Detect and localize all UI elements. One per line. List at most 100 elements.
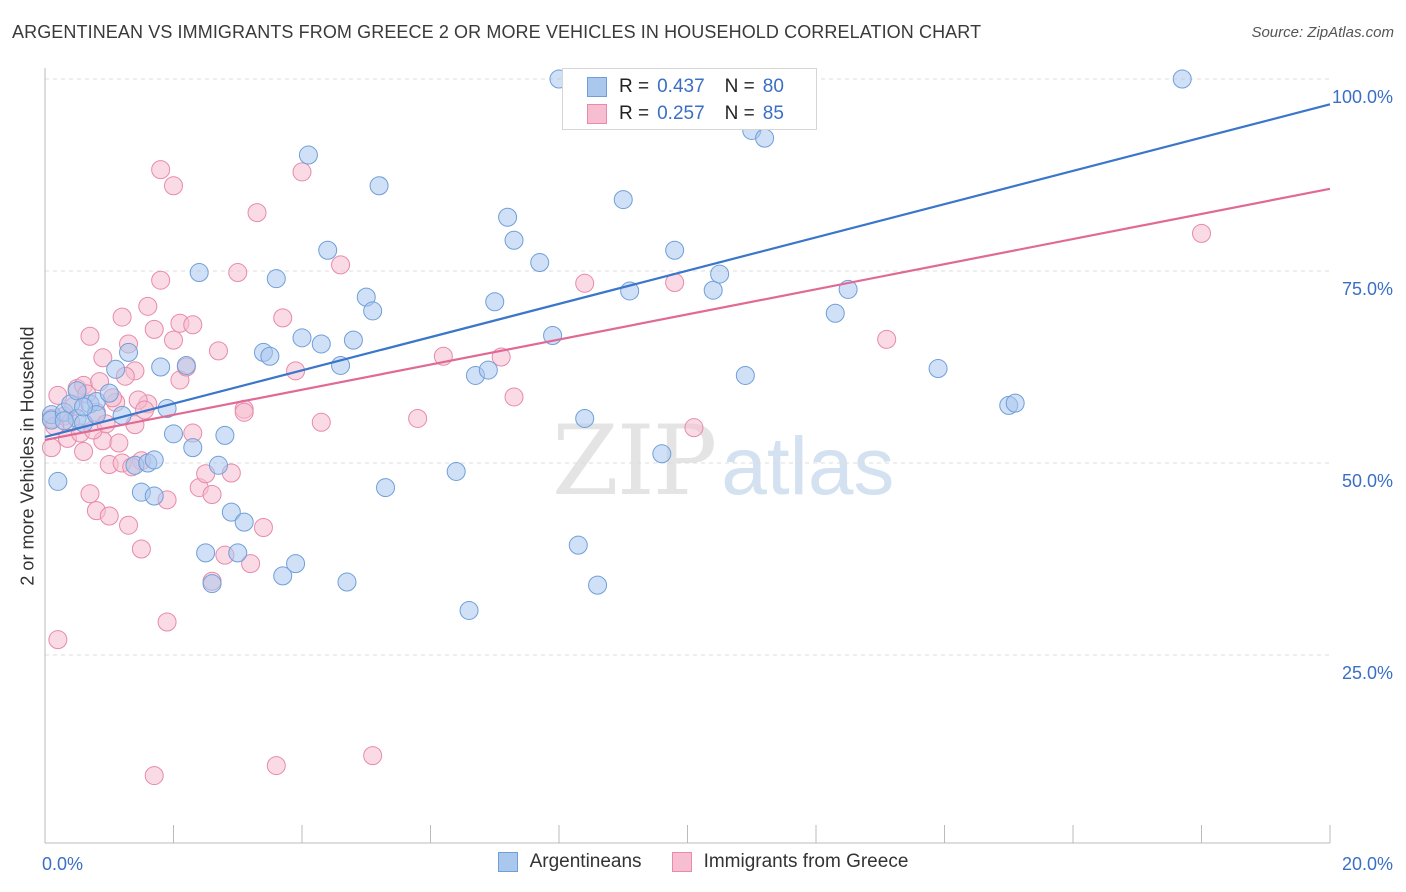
data-point-greece: [504, 387, 524, 407]
bottom-legend: Argentineans Immigrants from Greece: [0, 851, 1406, 873]
data-point-argentineans: [215, 425, 235, 445]
data-point-greece: [266, 756, 286, 776]
data-point-greece: [408, 408, 428, 428]
data-point-argentineans: [221, 502, 241, 522]
grid-lines: [45, 78, 1330, 656]
data-point-greece: [112, 307, 132, 327]
data-point-argentineans: [228, 543, 248, 563]
data-point-argentineans: [478, 360, 498, 380]
data-point-argentineans: [652, 444, 672, 464]
y-tick-label: 50.0%: [1342, 471, 1393, 491]
data-point-argentineans: [202, 574, 222, 594]
legend-label-argentineans: Argentineans: [529, 851, 642, 872]
x-tick-label: 20.0%: [1342, 854, 1393, 874]
data-point-greece: [183, 315, 203, 335]
data-point-greece: [331, 255, 351, 275]
data-point-argentineans: [665, 240, 685, 260]
legend-swatch-pink: [587, 104, 607, 124]
legend-n-value: 85: [762, 103, 784, 124]
tick-labels: 100.0% 75.0% 50.0% 25.0% 0.0% 20.0%: [42, 87, 1393, 874]
y-tick-label: 25.0%: [1342, 663, 1393, 683]
data-point-argentineans: [67, 381, 87, 401]
data-point-greece: [80, 484, 100, 504]
data-point-greece: [202, 484, 222, 504]
data-point-argentineans: [1172, 69, 1192, 89]
legend-item-greece[interactable]: Immigrants from Greece: [671, 851, 909, 873]
data-point-argentineans: [234, 512, 254, 532]
data-point-greece: [575, 273, 595, 293]
data-point-greece: [131, 539, 151, 559]
data-point-greece: [151, 160, 171, 180]
trend-line-greece: [44, 187, 1331, 442]
data-point-argentineans: [54, 411, 74, 431]
data-point-argentineans: [703, 280, 723, 300]
data-point-argentineans: [318, 240, 338, 260]
data-point-greece: [363, 746, 383, 766]
data-point-argentineans: [575, 408, 595, 428]
data-point-argentineans: [74, 397, 94, 417]
series-immigrants-from-greece: [41, 69, 1211, 786]
legend-n-label: N =: [724, 76, 755, 97]
data-point-greece: [138, 296, 158, 316]
data-point-argentineans: [459, 600, 479, 620]
data-point-argentineans: [825, 303, 845, 323]
data-point-argentineans: [176, 355, 196, 375]
data-point-argentineans: [588, 575, 608, 595]
legend-item-argentineans[interactable]: Argentineans: [497, 851, 642, 873]
data-point-greece: [311, 412, 331, 432]
data-point-greece: [877, 329, 897, 349]
legend-swatch-blue: [587, 77, 607, 97]
legend-r-label: R =: [619, 76, 650, 97]
legend-row-argentineans: R = 0.437 N = 80: [587, 75, 784, 99]
data-point-argentineans: [928, 359, 948, 379]
legend-r-label: R =: [619, 103, 650, 124]
y-axis-label: 2 or more Vehicles in Household: [17, 326, 38, 586]
data-point-argentineans: [485, 292, 505, 312]
data-point-greece: [234, 402, 254, 422]
legend-label-greece: Immigrants from Greece: [703, 851, 909, 872]
data-point-greece: [41, 438, 61, 458]
trend-lines: [44, 103, 1331, 442]
data-point-argentineans: [183, 438, 203, 458]
data-point-greece: [144, 766, 164, 786]
legend-n-label: N =: [724, 103, 755, 124]
data-point-argentineans: [292, 328, 312, 348]
data-point-argentineans: [99, 383, 119, 403]
data-point-argentineans: [106, 359, 126, 379]
data-point-argentineans: [613, 190, 633, 210]
data-point-greece: [247, 203, 267, 223]
data-point-argentineans: [504, 230, 524, 250]
legend-row-greece: R = 0.257 N = 85: [587, 102, 784, 126]
data-point-greece: [228, 263, 248, 283]
data-point-argentineans: [376, 478, 396, 498]
data-point-greece: [253, 518, 273, 538]
data-point-greece: [292, 162, 312, 182]
y-tick-label: 75.0%: [1342, 279, 1393, 299]
legend-swatch-blue: [497, 852, 518, 872]
data-point-greece: [48, 630, 68, 650]
data-point-argentineans: [568, 535, 588, 555]
x-tick-label: 0.0%: [42, 854, 83, 874]
legend-correlation: R = 0.437 N = 80 R = 0.257 N = 85: [562, 68, 817, 130]
data-point-greece: [164, 176, 183, 196]
data-point-greece: [80, 326, 100, 346]
data-point-argentineans: [196, 543, 216, 563]
data-point-argentineans: [446, 461, 466, 481]
data-point-argentineans: [1005, 393, 1025, 413]
data-point-greece: [151, 270, 171, 290]
data-point-argentineans: [164, 424, 183, 444]
data-point-greece: [684, 418, 704, 438]
data-point-argentineans: [530, 253, 550, 273]
data-point-argentineans: [298, 145, 318, 165]
data-point-argentineans: [260, 346, 280, 366]
watermark-atlas: atlas: [721, 421, 895, 512]
data-point-argentineans: [151, 357, 171, 377]
data-point-argentineans: [369, 176, 389, 196]
data-point-argentineans: [311, 334, 331, 354]
data-point-argentineans: [208, 455, 228, 475]
data-point-greece: [144, 319, 164, 339]
data-point-argentineans: [755, 128, 775, 148]
data-point-argentineans: [266, 269, 286, 289]
data-point-greece: [74, 441, 94, 461]
